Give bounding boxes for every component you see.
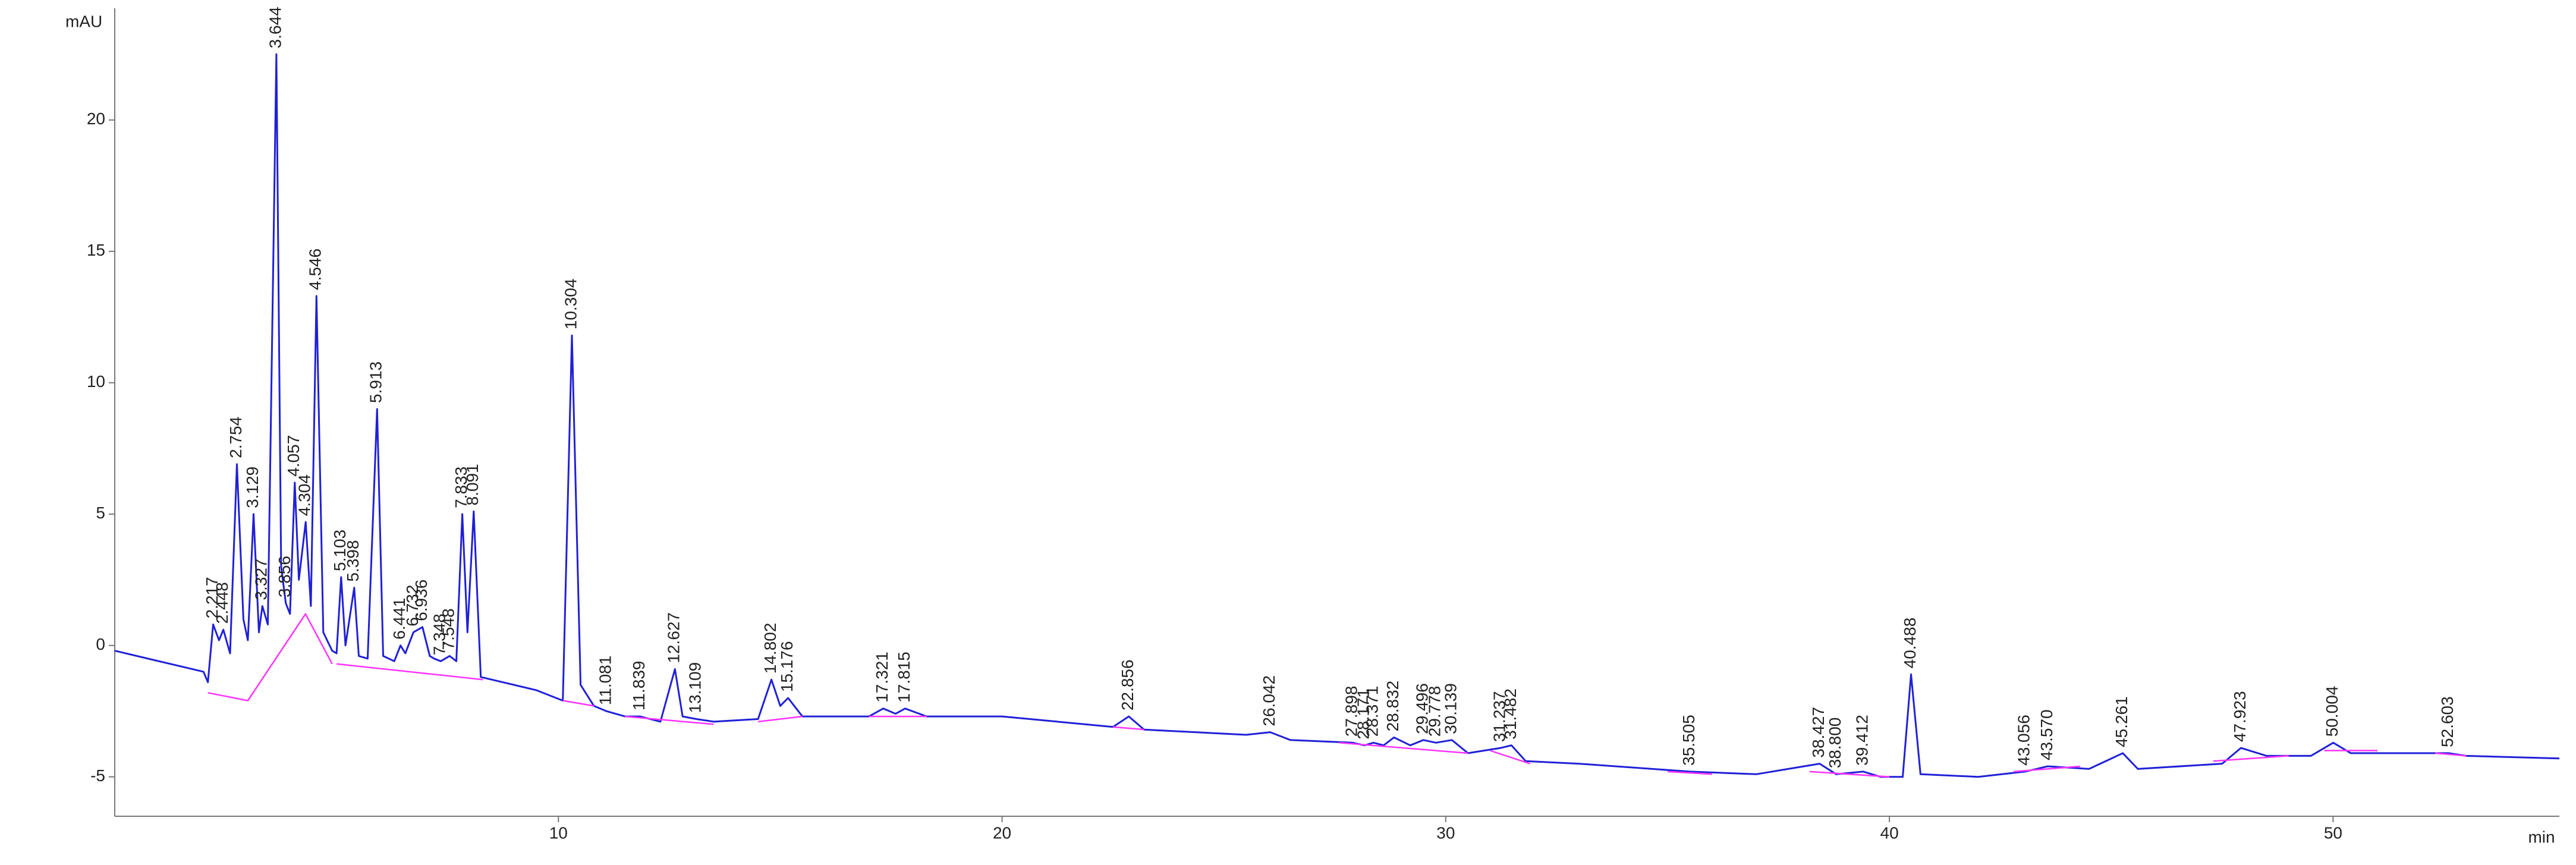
x-axis-label: min	[2528, 828, 2555, 846]
peak-label: 31.237	[1490, 691, 1509, 742]
peak-label: 52.603	[2438, 696, 2457, 747]
y-axis-label: mAU	[65, 12, 102, 30]
peak-label: 5.913	[367, 361, 385, 403]
peak-label: 4.304	[295, 474, 314, 516]
peak-label: 29.496	[1413, 683, 1432, 734]
y-tick-label: 0	[96, 635, 105, 653]
peak-label: 17.815	[895, 652, 913, 703]
baseline-trace	[207, 613, 2467, 778]
peak-label: 7.833	[452, 467, 470, 508]
peak-label: 28.171	[1354, 688, 1373, 740]
peak-label: 31.482	[1501, 688, 1520, 740]
peak-label: 3.856	[275, 556, 294, 597]
peak-label: 35.505	[1679, 715, 1698, 766]
x-tick-label: 50	[2324, 823, 2342, 842]
peak-label: 5.103	[331, 530, 349, 571]
x-tick-label: 30	[1436, 823, 1455, 842]
peak-label: 4.057	[284, 435, 303, 477]
peak-label: 8.091	[463, 464, 482, 505]
y-tick-label: 15	[87, 241, 105, 259]
peak-label: 5.398	[344, 540, 362, 581]
y-tick-label: -5	[90, 766, 105, 785]
peak-label: 40.488	[1901, 618, 1919, 669]
peak-label: 7.548	[439, 608, 458, 650]
peak-label: 45.261	[2112, 696, 2131, 747]
peak-label: 11.081	[596, 656, 614, 706]
peak-label: 6.441	[390, 598, 408, 640]
peak-label: 26.042	[1260, 675, 1278, 726]
peak-label: 10.304	[561, 279, 580, 330]
peak-label: 3.129	[243, 467, 262, 508]
peak-label: 2.448	[213, 582, 231, 624]
peak-label: 12.627	[665, 612, 683, 663]
peak-label: 6.732	[403, 585, 422, 627]
peak-label: 47.923	[2231, 691, 2249, 742]
peak-label: 30.139	[1442, 683, 1460, 734]
peak-label: 3.327	[252, 558, 271, 600]
y-tick-label: 20	[87, 109, 105, 128]
peak-label: 28.371	[1363, 686, 1382, 737]
peak-label: 2.217	[203, 577, 221, 618]
peak-label: 27.898	[1342, 686, 1360, 737]
x-tick-label: 10	[549, 823, 568, 842]
peak-label: 50.004	[2323, 686, 2341, 737]
peak-label: 2.754	[227, 417, 245, 458]
peak-label: 43.056	[2015, 715, 2033, 766]
peak-label: 38.427	[1809, 707, 1828, 758]
peak-label: 7.348	[430, 614, 449, 655]
peak-label: 17.321	[873, 652, 891, 703]
x-tick-label: 40	[1880, 823, 1899, 842]
peak-label: 22.856	[1118, 659, 1137, 710]
peak-label: 6.936	[412, 580, 430, 621]
signal-trace	[114, 53, 2560, 778]
peak-label: 28.832	[1383, 681, 1402, 732]
y-tick-label: 5	[96, 504, 105, 522]
peak-label: 39.412	[1853, 715, 1872, 766]
x-tick-label: 20	[993, 823, 1011, 842]
peak-label: 29.778	[1426, 686, 1444, 737]
peak-label: 14.802	[761, 623, 779, 674]
peak-label: 15.176	[778, 641, 796, 692]
y-tick-label: 10	[87, 372, 105, 391]
peak-label: 43.570	[2037, 709, 2056, 760]
peak-label: 4.546	[306, 249, 325, 290]
peak-label: 38.800	[1826, 718, 1844, 769]
peak-label: 13.109	[686, 662, 704, 713]
peak-label: 3.644	[266, 7, 284, 48]
peak-label: 11.839	[630, 660, 648, 710]
